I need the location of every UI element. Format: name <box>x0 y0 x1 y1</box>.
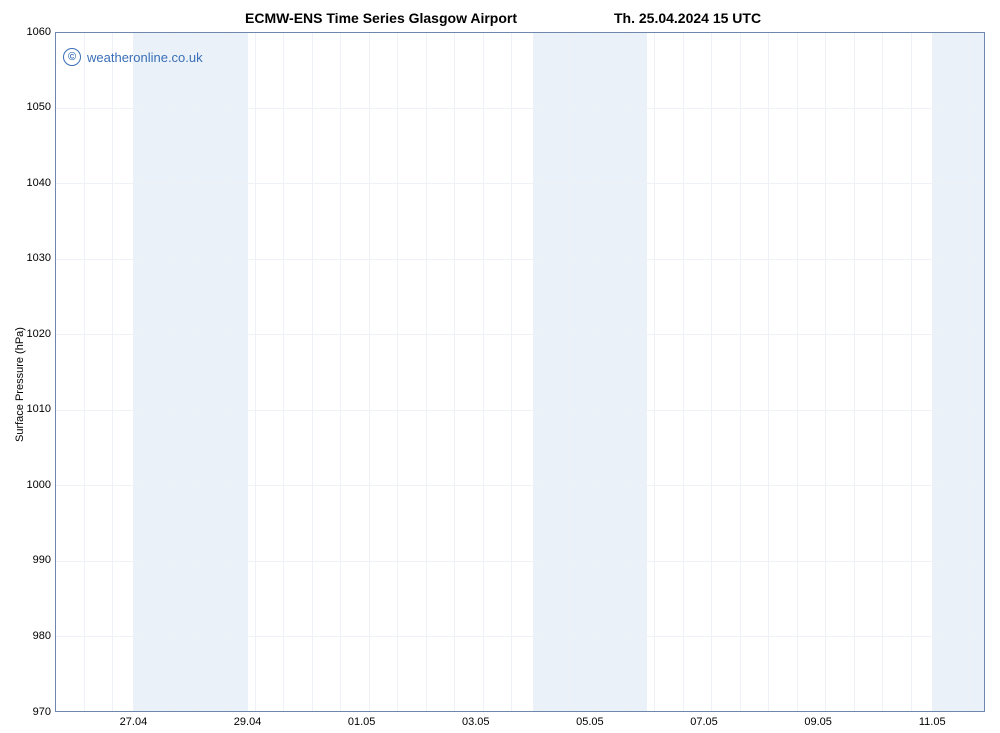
grid-line-vertical <box>540 32 541 712</box>
x-tick-label: 03.05 <box>462 716 490 728</box>
grid-line-vertical <box>112 32 113 712</box>
weekend-band <box>533 32 647 712</box>
grid-line-vertical <box>568 32 569 712</box>
grid-line-horizontal <box>55 259 985 260</box>
y-tick-label: 980 <box>17 630 51 642</box>
grid-line-vertical <box>654 32 655 712</box>
grid-line-vertical <box>740 32 741 712</box>
grid-line-vertical <box>597 32 598 712</box>
grid-line-horizontal <box>55 32 985 33</box>
weekend-band <box>133 32 247 712</box>
y-tick-label: 1020 <box>17 328 51 340</box>
grid-line-vertical <box>141 32 142 712</box>
x-tick-label: 09.05 <box>804 716 832 728</box>
grid-line-vertical <box>397 32 398 712</box>
grid-line-horizontal <box>55 636 985 637</box>
y-tick-label: 1050 <box>17 101 51 113</box>
y-tick-label: 1010 <box>17 403 51 415</box>
chart-title-right: Th. 25.04.2024 15 UTC <box>614 10 761 26</box>
grid-line-vertical <box>854 32 855 712</box>
y-tick-label: 1060 <box>17 26 51 38</box>
grid-line-horizontal <box>55 183 985 184</box>
grid-line-vertical <box>968 32 969 712</box>
grid-line-vertical <box>426 32 427 712</box>
grid-line-vertical <box>825 32 826 712</box>
grid-line-vertical <box>711 32 712 712</box>
grid-line-vertical <box>55 32 56 712</box>
chart-root: ECMW-ENS Time Series Glasgow Airport Th.… <box>0 0 1000 733</box>
grid-line-vertical <box>483 32 484 712</box>
grid-line-vertical <box>454 32 455 712</box>
grid-line-vertical <box>882 32 883 712</box>
y-tick-label: 1000 <box>17 479 51 491</box>
grid-line-vertical <box>226 32 227 712</box>
grid-line-vertical <box>198 32 199 712</box>
grid-line-vertical <box>511 32 512 712</box>
grid-line-horizontal <box>55 410 985 411</box>
grid-line-vertical <box>283 32 284 712</box>
grid-line-vertical <box>911 32 912 712</box>
plot-area <box>55 32 985 712</box>
chart-title-left: ECMW-ENS Time Series Glasgow Airport <box>245 10 517 26</box>
grid-line-horizontal <box>55 108 985 109</box>
grid-line-vertical <box>369 32 370 712</box>
x-tick-label: 27.04 <box>120 716 148 728</box>
grid-line-vertical <box>84 32 85 712</box>
grid-line-vertical <box>939 32 940 712</box>
grid-line-vertical <box>797 32 798 712</box>
y-axis-label: Surface Pressure (hPa) <box>14 327 26 442</box>
grid-line-vertical <box>169 32 170 712</box>
y-tick-label: 1030 <box>17 252 51 264</box>
grid-line-vertical <box>255 32 256 712</box>
x-tick-label: 11.05 <box>919 716 946 728</box>
grid-line-horizontal <box>55 334 985 335</box>
x-tick-label: 05.05 <box>576 716 604 728</box>
x-tick-label: 07.05 <box>690 716 718 728</box>
grid-line-vertical <box>683 32 684 712</box>
y-tick-label: 990 <box>17 554 51 566</box>
x-tick-label: 01.05 <box>348 716 376 728</box>
grid-line-vertical <box>768 32 769 712</box>
grid-line-horizontal <box>55 485 985 486</box>
grid-line-vertical <box>312 32 313 712</box>
grid-line-vertical <box>626 32 627 712</box>
y-tick-label: 970 <box>17 706 51 718</box>
grid-line-vertical <box>340 32 341 712</box>
grid-line-horizontal <box>55 561 985 562</box>
y-tick-label: 1040 <box>17 177 51 189</box>
x-tick-label: 29.04 <box>234 716 262 728</box>
